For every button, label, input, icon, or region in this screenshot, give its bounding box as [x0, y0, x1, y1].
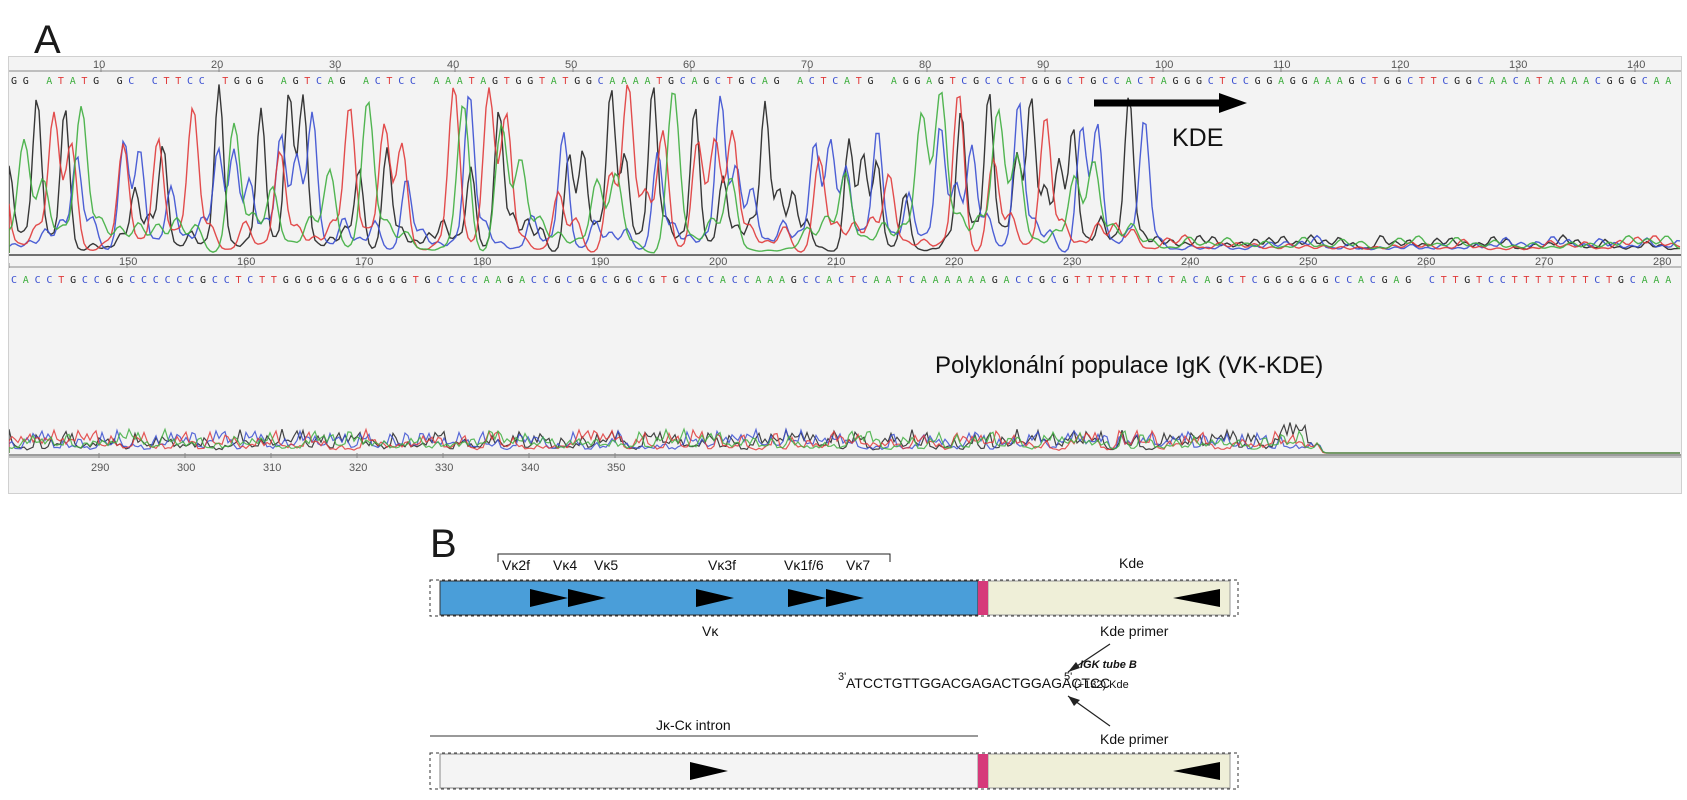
ruler-tick-label: 160: [237, 256, 255, 268]
pointer-arrow-icon: [1068, 696, 1080, 706]
position-label: (+132) Kde: [1074, 679, 1129, 691]
panel-b-letter: B: [430, 522, 457, 566]
trace-curve: [9, 84, 1681, 253]
ruler-tick-label: 220: [945, 256, 963, 268]
vk-gene-bracket: [497, 553, 891, 562]
polyclonal-population-label: Polyklonální populace IgK (VK-KDE): [935, 352, 1324, 379]
vk-gene-arrow-icon: [826, 589, 864, 607]
ruler-tick-label: 30: [329, 59, 341, 71]
ruler-tick-label: 150: [119, 256, 137, 268]
ruler-tick-label: 210: [827, 256, 845, 268]
junction-marker: [978, 581, 988, 615]
kde-primer-arrow-icon: [1173, 762, 1220, 780]
ruler-tick-label: 240: [1181, 256, 1199, 268]
ruler-tick-label: 20: [211, 59, 223, 71]
tube-label: IGK tube B: [1080, 659, 1137, 671]
trace-curve: [9, 427, 1680, 454]
ruler-tick-label: 40: [447, 59, 459, 71]
kde-arrow: [1094, 93, 1247, 113]
ruler-tick-label: 310: [263, 462, 281, 474]
middle-ruler: 0150160170180190200210220230240250260270…: [9, 256, 1681, 268]
top-trace-curves: [9, 84, 1681, 254]
intron-label: Jκ-Cκ intron: [656, 717, 731, 733]
vk-region-label: Vκ: [702, 623, 719, 639]
ruler-tick-label: 290: [91, 462, 109, 474]
ruler-tick-label: 260: [1417, 256, 1435, 268]
ruler-tick-label: 230: [1063, 256, 1081, 268]
kde-primer-arrow-icon: [1173, 589, 1220, 607]
ruler-tick-label: 120: [1391, 59, 1409, 71]
kde-primer-label-top: Kde primer: [1100, 623, 1169, 639]
ruler-tick-label: 80: [919, 59, 931, 71]
kde-arrow-label: KDE: [1172, 124, 1224, 152]
ruler-tick-label: 140: [1627, 59, 1645, 71]
ruler-tick-label: 50: [565, 59, 577, 71]
ruler-tick-label: 330: [435, 462, 453, 474]
ruler-tick-label: 130: [1509, 59, 1527, 71]
bottom-ruler: 290 300 310 320 330 340 350: [9, 453, 1681, 474]
ruler-tick-label: 340: [521, 462, 539, 474]
ruler-tick-label: 280: [1653, 256, 1671, 268]
intron-arrow-icon: [690, 762, 728, 780]
vk-gene-arrow-icon: [530, 589, 568, 607]
three-prime-label: 3': [838, 671, 846, 683]
ruler-tick-label: 170: [355, 256, 373, 268]
ruler-tick-label: 350: [607, 462, 625, 474]
five-prime-label: 5': [1064, 671, 1072, 683]
ruler-tick-label: 300: [177, 462, 195, 474]
primer-sequence: ATCCTGTTGGACGAGACTGGAGACTCC: [846, 675, 1110, 691]
ruler-tick-label: 70: [801, 59, 813, 71]
pointer-arrow-icon: [1068, 662, 1080, 672]
kde-arrow-head-icon: [1219, 93, 1247, 113]
ruler-tick-label: 110: [1273, 59, 1291, 71]
top-ruler: 10 20 30 40 50 60 70 80 90 100 110 120 130 140: [9, 59, 1681, 72]
ruler-tick-label: 190: [591, 256, 609, 268]
ruler-tick-label: 10: [93, 59, 105, 71]
vk-gene-label: Vκ5: [594, 557, 618, 573]
vk-gene-label: Vκ2f: [502, 557, 530, 573]
vk-gene-arrow-icon: [568, 589, 606, 607]
vk-gene-label: Vκ7: [846, 557, 870, 573]
panel-a-letter: A: [34, 18, 61, 62]
vk-gene-arrow-icon: [696, 589, 734, 607]
bottom-trace-curves: [9, 422, 1680, 454]
trace-curve: [9, 84, 1681, 253]
ruler-tick-label: 270: [1535, 256, 1553, 268]
ruler-tick-label: 320: [349, 462, 367, 474]
kde-primer-label-bottom: Kde primer: [1100, 731, 1169, 747]
vk-gene-label: Vκ1f/6: [784, 557, 824, 573]
vk-gene-arrow-icon: [788, 589, 826, 607]
igk-rearrangement-diagram: Vκ2f Vκ4 Vκ5 Vκ3f Vκ1f/6 Vκ7 Kde Vκ Kde …: [429, 553, 1239, 790]
ruler-tick-label: 100: [1155, 59, 1173, 71]
junction-marker-bottom: [978, 754, 988, 788]
kde-region-label: Kde: [1119, 555, 1144, 571]
ruler-tick-label: 90: [1037, 59, 1049, 71]
trace-curve: [9, 91, 1681, 254]
ruler-tick-label: 200: [709, 256, 727, 268]
ruler-tick-label: 60: [683, 59, 695, 71]
vk-gene-label: Vκ3f: [708, 557, 736, 573]
ruler-tick-label: 180: [473, 256, 491, 268]
ruler-tick-label: 250: [1299, 256, 1317, 268]
vk-gene-label: Vκ4: [553, 557, 577, 573]
